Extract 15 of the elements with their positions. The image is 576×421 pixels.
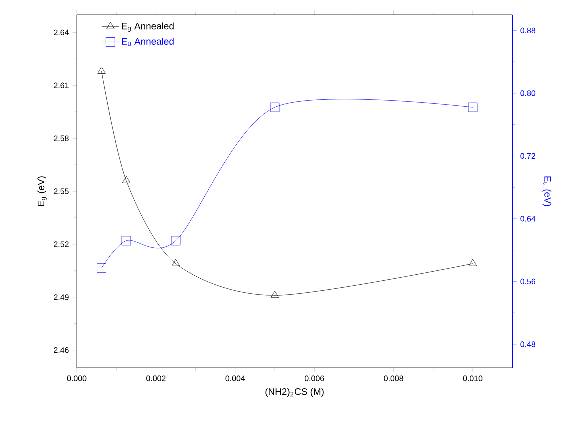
x-axis-title: (NH2)$_{2}$CS (M)	[266, 388, 324, 398]
point	[468, 102, 478, 112]
point	[468, 259, 478, 266]
y2-axis-title: E$_{u}$ (eV)	[542, 176, 552, 206]
point	[172, 259, 180, 266]
point	[270, 102, 280, 112]
point	[97, 264, 106, 274]
legend-label: E$_{u}$ Annealed	[122, 38, 174, 46]
point	[171, 236, 181, 246]
point	[98, 66, 106, 74]
point	[122, 176, 131, 184]
point	[122, 236, 132, 246]
y-axis-title: E$_{g}$ (eV)	[38, 176, 47, 206]
point	[270, 290, 280, 298]
legend-label: E$_{g}$ Annealed	[122, 22, 174, 32]
